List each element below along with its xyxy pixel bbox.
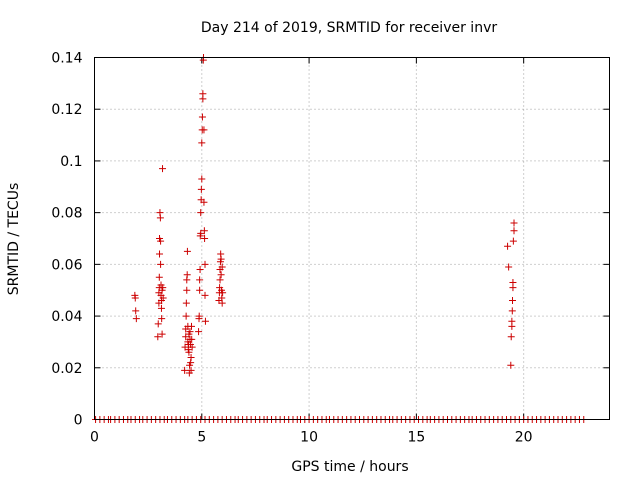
data-point: [156, 250, 164, 258]
y-tick-label: 0.06: [51, 257, 82, 273]
x-tick-label: 10: [300, 430, 318, 446]
x-tick-labels: 0 5 10 15 20: [90, 430, 533, 446]
data-point: [187, 322, 195, 330]
y-axis-label: SRMTID / TECUs: [6, 183, 22, 296]
data-point: [216, 276, 224, 284]
data-point: [131, 294, 139, 302]
data-point: [155, 273, 163, 281]
data-point: [218, 299, 226, 307]
data-point: [201, 235, 209, 242]
data-point: [195, 312, 203, 320]
y-tick-label: 0.02: [51, 361, 82, 377]
data-point: [509, 278, 517, 286]
data-point: [198, 113, 206, 121]
x-axis-label: GPS time / hours: [291, 459, 408, 475]
data-point: [183, 271, 191, 279]
x-tick-label: 20: [515, 430, 533, 446]
data-point: [509, 237, 517, 245]
data-point: [181, 366, 189, 374]
data-point: [198, 175, 206, 183]
data-point: [197, 209, 205, 217]
data-point: [200, 126, 208, 134]
data-point: [197, 229, 205, 237]
data-point: [201, 260, 209, 268]
data-point: [132, 315, 140, 323]
grid-lines: [94, 57, 610, 420]
data-point: [197, 185, 205, 193]
data-point: [154, 320, 162, 328]
data-point: [510, 219, 518, 227]
data-point: [182, 312, 190, 320]
y-tick-label: 0.12: [51, 102, 82, 118]
data-point: [154, 333, 162, 341]
data-point: [198, 139, 206, 147]
data-point: [507, 333, 515, 341]
data-point: [182, 299, 190, 307]
data-point: [510, 227, 518, 235]
data-point: [187, 366, 195, 374]
data-point: [159, 165, 167, 173]
data-point: [183, 286, 191, 294]
axis-ticks: [94, 57, 610, 420]
data-point: [217, 271, 225, 279]
data-point: [158, 315, 166, 323]
y-tick-label: 0.14: [51, 51, 82, 67]
data-point: [183, 247, 191, 255]
data-point: [200, 227, 208, 235]
data-point: [188, 335, 196, 343]
data-point: [217, 255, 225, 263]
x-tick-label: 0: [90, 430, 99, 446]
data-point: [187, 353, 195, 361]
data-point: [509, 297, 517, 305]
data-point: [185, 348, 193, 356]
chart-title: Day 214 of 2019, SRMTID for receiver inv…: [201, 20, 497, 36]
data-point: [219, 289, 227, 297]
data-point: [196, 276, 204, 284]
data-point: [132, 307, 140, 315]
data-point: [199, 90, 207, 98]
data-point: [508, 307, 516, 315]
data-point: [186, 328, 194, 336]
y-tick-label: 0.04: [51, 309, 82, 325]
x-tick-label: 15: [407, 430, 425, 446]
data-point: [157, 237, 165, 245]
data-point: [218, 263, 226, 271]
data-point: [188, 343, 196, 351]
y-tick-label: 0: [74, 413, 83, 429]
data-point: [158, 330, 166, 338]
data-point: [201, 317, 209, 325]
plot-frame: [94, 57, 610, 420]
data-point: [159, 294, 167, 302]
data-point: [159, 284, 167, 292]
data-point: [200, 198, 208, 206]
data-point: [507, 361, 515, 369]
data-point: [157, 260, 165, 268]
y-tick-label: 0.08: [51, 206, 82, 222]
data-point: [195, 328, 203, 336]
y-tick-labels: 0 0.02 0.04 0.06 0.08 0.1 0.12 0.14: [51, 51, 82, 429]
x-tick-label: 5: [197, 430, 206, 446]
data-point: [196, 286, 204, 294]
data-points: [92, 54, 588, 423]
y-tick-label: 0.1: [60, 154, 82, 170]
data-point: [201, 291, 209, 299]
data-point: [196, 266, 204, 274]
data-point: [156, 214, 164, 222]
data-point: [504, 242, 512, 250]
data-point: [505, 263, 513, 271]
data-point: [508, 317, 516, 325]
data-point: [157, 304, 165, 312]
